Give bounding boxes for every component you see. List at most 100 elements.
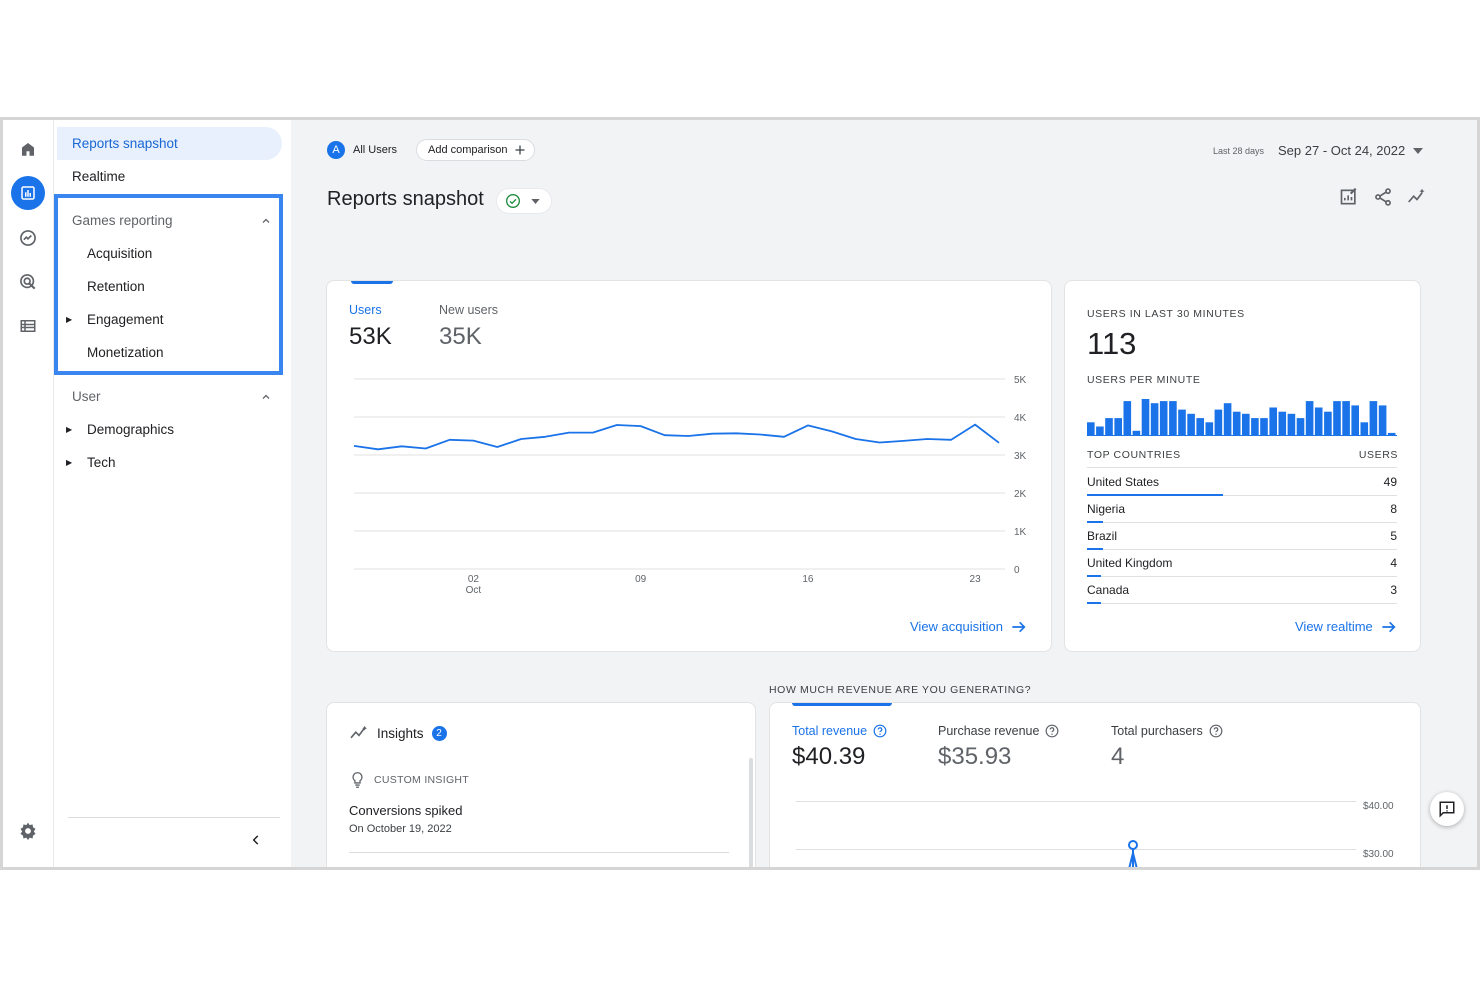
sidebar-item-retention[interactable]: Retention xyxy=(87,279,145,294)
insights-scrollbar[interactable] xyxy=(749,758,753,867)
sidebar-item-tech[interactable]: ▶ Tech xyxy=(54,446,116,479)
minute-bar[interactable] xyxy=(1205,422,1214,435)
sidebar-item-realtime[interactable]: Realtime xyxy=(72,169,126,184)
sidebar-item-reports-snapshot[interactable]: Reports snapshot xyxy=(57,127,282,160)
minute-bar[interactable] xyxy=(1150,403,1159,435)
sidebar-item-label: Demographics xyxy=(87,422,175,437)
per-minute-title: USERS PER MINUTE xyxy=(1087,374,1201,386)
main-content: A All Users Add comparison Last 28 days … xyxy=(291,120,1477,867)
country-name: Nigeria xyxy=(1087,502,1126,516)
settings-gear-icon[interactable] xyxy=(13,816,43,846)
country-share-bar xyxy=(1087,575,1101,577)
revenue-y-tick: $30.00 xyxy=(1363,849,1394,860)
configure-icon[interactable] xyxy=(13,311,43,341)
home-icon[interactable] xyxy=(13,134,43,164)
minute-bar[interactable] xyxy=(1096,426,1104,436)
sidebar-item-acquisition[interactable]: Acquisition xyxy=(87,246,153,261)
minute-bar[interactable] xyxy=(1333,401,1341,435)
share-icon[interactable] xyxy=(1373,187,1393,212)
minute-bar[interactable] xyxy=(1387,432,1396,435)
minute-bar[interactable] xyxy=(1287,413,1296,435)
y-tick-label: 5K xyxy=(1014,375,1027,386)
add-comparison-label: Add comparison xyxy=(428,144,508,156)
minute-bar[interactable] xyxy=(1378,405,1387,435)
country-row[interactable]: Canada 3 xyxy=(1087,577,1397,604)
minute-bar[interactable] xyxy=(1342,401,1350,435)
minute-bar[interactable] xyxy=(1178,409,1186,435)
feedback-button[interactable] xyxy=(1430,792,1464,826)
explore-icon[interactable] xyxy=(13,223,43,253)
minute-bar[interactable] xyxy=(1114,418,1122,435)
selected-tab-indicator xyxy=(351,281,393,284)
sidebar-section-games-reporting[interactable]: Games reporting xyxy=(72,204,272,237)
minute-bar[interactable] xyxy=(1269,407,1277,436)
sidebar-item-engagement[interactable]: ▶ Engagement xyxy=(54,303,164,336)
minute-bar[interactable] xyxy=(1123,401,1132,435)
lightbulb-icon xyxy=(352,772,363,788)
country-row[interactable]: Brazil 5 xyxy=(1087,523,1397,550)
minute-bar[interactable] xyxy=(1141,399,1150,435)
country-name: Brazil xyxy=(1087,529,1118,543)
minute-bar[interactable] xyxy=(1242,413,1250,435)
link-label: View realtime xyxy=(1295,619,1373,634)
view-realtime-link[interactable]: View realtime xyxy=(1295,619,1397,634)
report-status-dropdown[interactable] xyxy=(496,188,552,214)
sidebar-item-demographics[interactable]: ▶ Demographics xyxy=(54,413,174,446)
date-range-picker[interactable]: Sep 27 - Oct 24, 2022 xyxy=(1278,143,1424,158)
minute-bar[interactable] xyxy=(1169,401,1177,435)
sidebar-item-monetization[interactable]: Monetization xyxy=(87,345,164,360)
country-users: 49 xyxy=(1383,475,1397,489)
customize-report-icon[interactable] xyxy=(1339,187,1359,212)
collapse-sidebar-chevron-left-icon[interactable] xyxy=(249,832,263,853)
minute-bar[interactable] xyxy=(1314,407,1323,436)
revenue-card: Total revenue $40.39 Purchase revenue $3… xyxy=(769,702,1421,867)
help-circle-icon[interactable] xyxy=(1045,724,1059,738)
add-comparison-button[interactable]: Add comparison xyxy=(416,139,535,161)
view-acquisition-link[interactable]: View acquisition xyxy=(910,619,1027,634)
insight-type: CUSTOM INSIGHT xyxy=(351,772,469,788)
minute-bar[interactable] xyxy=(1232,411,1241,435)
reports-icon[interactable] xyxy=(11,176,45,210)
help-circle-icon[interactable] xyxy=(1209,724,1223,738)
x-tick-label: 02 xyxy=(468,574,480,585)
minute-bar[interactable] xyxy=(1132,430,1141,435)
minute-bar[interactable] xyxy=(1187,413,1195,435)
minute-bar[interactable] xyxy=(1087,422,1095,435)
y-tick-label: 2K xyxy=(1014,489,1027,500)
realtime-title: USERS IN LAST 30 MINUTES xyxy=(1087,308,1245,320)
segment-chip-all-users[interactable]: A All Users xyxy=(327,139,397,161)
minute-bar[interactable] xyxy=(1305,401,1314,435)
minute-bar[interactable] xyxy=(1369,401,1378,435)
country-row[interactable]: Nigeria 8 xyxy=(1087,496,1397,523)
minute-bar[interactable] xyxy=(1214,409,1223,435)
advertising-icon[interactable] xyxy=(13,267,43,297)
x-tick-sublabel: Oct xyxy=(466,585,482,596)
minute-bar[interactable] xyxy=(1159,401,1168,435)
metric-value: 35K xyxy=(439,323,482,350)
users-series-line[interactable] xyxy=(353,423,1000,451)
minute-bar[interactable] xyxy=(1196,418,1204,435)
minute-bar[interactable] xyxy=(1223,403,1232,435)
minute-bar[interactable] xyxy=(1278,411,1287,435)
minute-bar[interactable] xyxy=(1105,418,1113,435)
insights-count-badge: 2 xyxy=(431,725,447,741)
minute-bar[interactable] xyxy=(1360,422,1369,435)
revenue-y-tick: $40.00 xyxy=(1363,801,1394,812)
metric-label-row: Total purchasers xyxy=(1111,724,1223,738)
minute-bar[interactable] xyxy=(1251,418,1259,435)
dropdown-arrow-icon xyxy=(1413,147,1424,154)
metric-label: Total revenue xyxy=(792,724,868,738)
minute-bar[interactable] xyxy=(1260,418,1268,435)
country-row[interactable]: United States 49 xyxy=(1087,469,1397,496)
country-row[interactable]: United Kingdom 4 xyxy=(1087,550,1397,577)
insights-trend-icon[interactable] xyxy=(1406,187,1428,212)
sidebar-section-user[interactable]: User xyxy=(72,380,272,413)
dropdown-arrow-icon xyxy=(531,198,540,204)
minute-bar[interactable] xyxy=(1324,411,1332,435)
section-label: Games reporting xyxy=(72,213,173,228)
minute-bar[interactable] xyxy=(1296,418,1305,435)
insight-headline[interactable]: Conversions spiked xyxy=(349,803,463,818)
expand-triangle-icon: ▶ xyxy=(66,315,73,324)
help-circle-icon[interactable] xyxy=(873,724,887,738)
minute-bar[interactable] xyxy=(1351,405,1359,435)
